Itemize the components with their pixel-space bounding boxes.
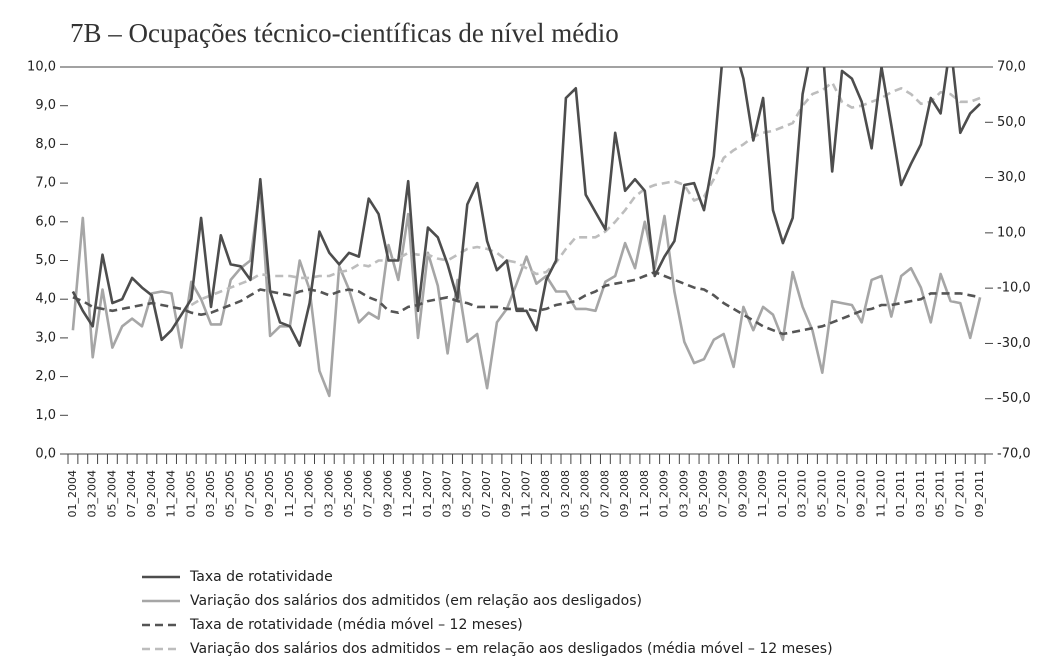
y2-tick-label: -50,0: [997, 391, 1031, 406]
y2-tick-label: 10,0: [997, 225, 1026, 240]
x-tick-label: 07_2008: [598, 470, 611, 518]
y-tick-label: 10,0: [27, 60, 56, 75]
x-tick-label: 05_2005: [224, 470, 237, 518]
x-tick-label: 03_2005: [204, 470, 217, 518]
series-line: [72, 270, 981, 336]
y2-tick-label: -30,0: [997, 336, 1031, 351]
y-tick-label: 7,0: [35, 176, 56, 191]
x-tick-label: 09_2010: [855, 470, 868, 518]
y-tick-label: 5,0: [35, 253, 56, 268]
x-tick-label: 05_2006: [342, 470, 355, 518]
x-tick-label: 11_2006: [401, 470, 414, 518]
x-tick-label: 05_2008: [579, 470, 592, 518]
x-tick-label: 07_2005: [243, 470, 256, 518]
y-tick-label: 0,0: [35, 447, 56, 462]
x-tick-label: 01_2009: [658, 470, 671, 518]
x-tick-label: 03_2006: [322, 470, 335, 518]
x-tick-label: 01_2007: [421, 470, 434, 518]
x-tick-label: 05_2007: [460, 470, 473, 517]
y-tick-label: 1,0: [35, 408, 56, 423]
legend-label: Variação dos salários dos admitidos (em …: [190, 593, 642, 609]
x-tick-label: 09_2006: [381, 470, 394, 518]
x-tick-label: 09_2008: [618, 470, 631, 518]
y2-tick-label: 50,0: [997, 115, 1026, 130]
y2-tick-label: -10,0: [997, 281, 1031, 296]
x-tick-label: 09_2005: [263, 470, 276, 518]
series-line: [71, 67, 982, 347]
y2-tick-label: 30,0: [997, 170, 1026, 185]
legend-label: Taxa de rotatividade: [189, 569, 333, 585]
x-tick-label: 11_2004: [165, 470, 178, 518]
x-tick-label: 07_2006: [362, 470, 375, 518]
x-tick-label: 07_2011: [953, 470, 966, 518]
x-tick-label: 03_2010: [796, 470, 809, 518]
y-tick-label: 4,0: [35, 292, 56, 307]
x-tick-label: 11_2007: [520, 470, 533, 518]
x-tick-label: 09_2004: [145, 470, 158, 518]
x-tick-label: 07_2007: [480, 470, 493, 518]
x-tick-label: 03_2009: [677, 470, 690, 518]
y-tick-label: 2,0: [35, 369, 56, 384]
y-tick-label: 3,0: [35, 330, 56, 345]
x-tick-label: 07_2009: [717, 470, 730, 518]
x-tick-label: 03_2008: [559, 470, 572, 518]
x-tick-label: 09_2011: [973, 470, 986, 518]
x-tick-label: 03_2007: [441, 470, 454, 518]
x-tick-label: 11_2008: [638, 470, 651, 518]
x-tick-label: 03_2011: [914, 470, 927, 518]
legend-label: Variação dos salários dos admitidos – em…: [190, 641, 833, 657]
x-tick-label: 01_2005: [184, 470, 197, 518]
plot-area: [71, 67, 982, 398]
y-tick-label: 9,0: [35, 98, 56, 113]
x-tick-label: 01_2006: [303, 470, 316, 518]
legend-label: Taxa de rotatividade (média móvel – 12 m…: [189, 617, 523, 633]
x-tick-label: 07_2010: [835, 470, 848, 518]
series-line: [190, 81, 981, 307]
x-tick-label: 01_2010: [776, 470, 789, 518]
series-line: [71, 183, 982, 398]
y2-tick-label: 70,0: [997, 60, 1026, 75]
x-tick-label: 05_2011: [934, 470, 947, 518]
x-tick-label: 03_2004: [86, 470, 99, 518]
y-tick-label: 6,0: [35, 214, 56, 229]
x-tick-label: 05_2009: [697, 470, 710, 518]
x-tick-label: 01_2011: [894, 470, 907, 518]
x-tick-label: 01_2008: [539, 470, 552, 518]
x-tick-label: 09_2007: [500, 470, 513, 518]
x-tick-label: 09_2009: [736, 470, 749, 518]
x-tick-label: 05_2004: [105, 470, 118, 518]
x-tick-label: 07_2004: [125, 470, 138, 518]
x-tick-label: 11_2009: [756, 470, 769, 518]
x-tick-label: 05_2010: [815, 470, 828, 518]
y-tick-label: 8,0: [35, 137, 56, 152]
x-tick-label: 11_2005: [283, 470, 296, 518]
x-tick-label: 01_2004: [66, 470, 79, 518]
chart-title: 7B – Ocupações técnico-científicas de ní…: [70, 18, 619, 48]
x-tick-label: 11_2010: [874, 470, 887, 518]
y2-tick-label: -70,0: [997, 447, 1031, 462]
